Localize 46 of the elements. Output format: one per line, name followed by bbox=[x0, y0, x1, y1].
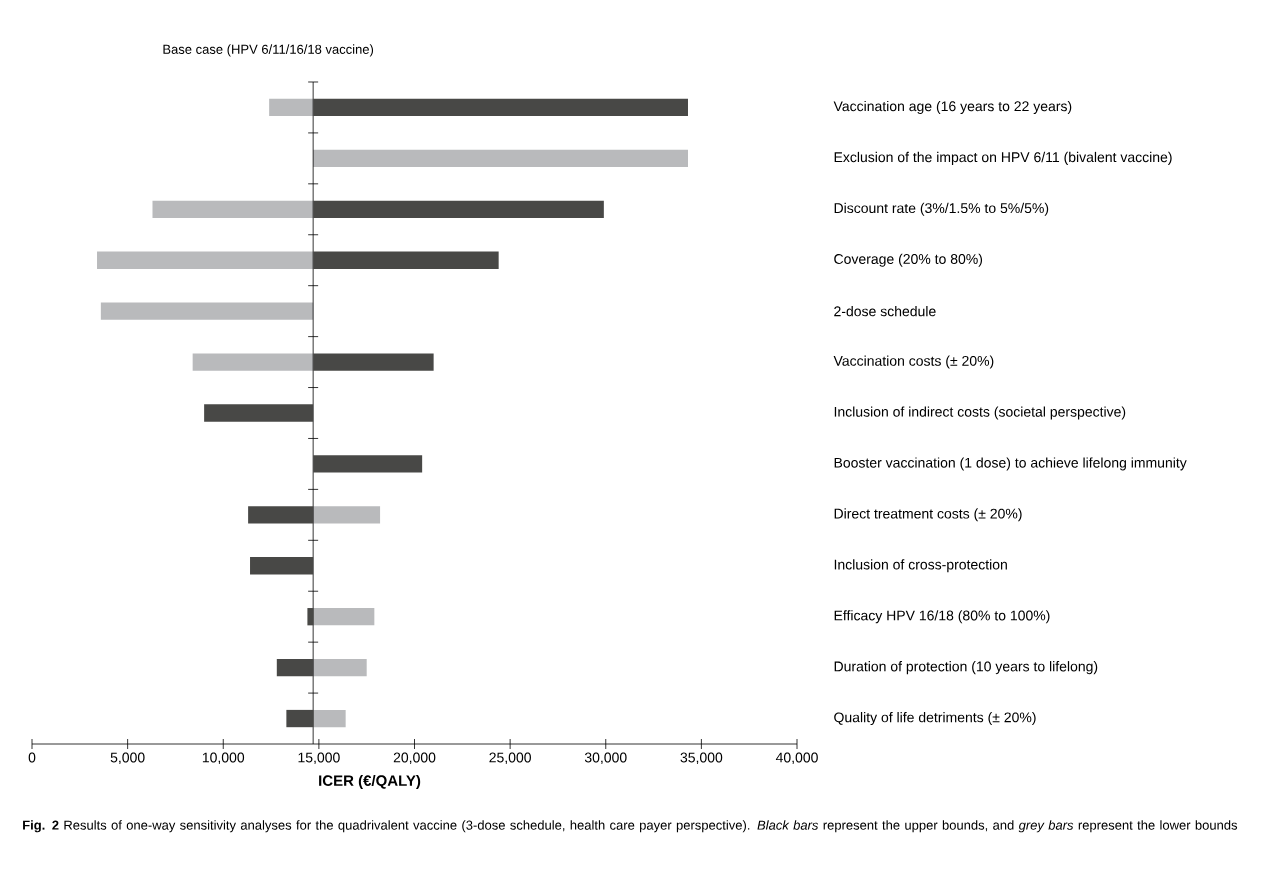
bar bbox=[192, 353, 314, 371]
ref-line-label: Base case (HPV 6/11/16/18 vaccine) bbox=[163, 44, 374, 57]
bar bbox=[250, 557, 314, 575]
x-tick-label: 15,000 bbox=[298, 752, 340, 765]
y-tick-label: Efficacy HPV 16/18 (80% to 100%) bbox=[834, 610, 1050, 624]
bar bbox=[307, 608, 314, 626]
x-tick-label: 40,000 bbox=[775, 752, 818, 765]
bar bbox=[248, 506, 314, 524]
bar bbox=[286, 709, 314, 728]
y-tick-label: Vaccination age (16 years to 22 years) bbox=[833, 100, 1072, 114]
y-tick-label: Exclusion of the impact on HPV 6/11 (bivalent vaccine) bbox=[834, 151, 1172, 165]
bar bbox=[204, 404, 314, 422]
y-tick-label: Direct treatment costs (± 20%) bbox=[834, 508, 1022, 522]
bar bbox=[313, 658, 367, 677]
x-tick-label: 25,000 bbox=[489, 752, 531, 765]
text: Fig. 2 Results of one-way sensitivity analyses for the quadrivalent vaccine (3-dose schedule, health care payer perspective). Black bars represent the upper bounds, and grey bars represent the lower bounds bbox=[23, 820, 1238, 833]
y-tick-label: Quality of life detriments (± 20%) bbox=[834, 712, 1036, 726]
x-tick-label: 35,000 bbox=[680, 752, 723, 765]
bar bbox=[313, 98, 688, 117]
bar bbox=[313, 353, 434, 371]
y-tick-label: Discount rate (3%/1.5% to 5%/5%) bbox=[834, 202, 1049, 216]
bar bbox=[313, 251, 499, 269]
y-tick-label: Inclusion of cross-protection bbox=[834, 559, 1007, 573]
y-tick-label: Booster vaccination (1 dose) to achieve lifelong immunity bbox=[834, 457, 1187, 471]
bar bbox=[269, 98, 314, 117]
x-tick-label: 0 bbox=[28, 752, 36, 763]
x-tick-label: 10,000 bbox=[202, 752, 245, 765]
bar bbox=[313, 149, 688, 168]
bar bbox=[313, 709, 346, 728]
bar bbox=[276, 658, 314, 677]
x-axis-title: ICER (€/QALY) bbox=[319, 774, 421, 789]
bar bbox=[313, 200, 604, 218]
y-tick-label: 2-dose schedule bbox=[834, 306, 936, 317]
y-tick-label: Inclusion of indirect costs (societal perspective) bbox=[834, 406, 1126, 420]
bar bbox=[100, 302, 314, 320]
y-tick-label: Duration of protection (10 years to lifelong) bbox=[834, 661, 1098, 675]
bar bbox=[152, 200, 314, 218]
x-tick-label: 5,000 bbox=[110, 752, 145, 765]
bar bbox=[313, 506, 381, 524]
y-tick-label: Vaccination costs (± 20%) bbox=[833, 355, 994, 369]
x-tick-label: 20,000 bbox=[393, 752, 436, 765]
x-tick-label: 30,000 bbox=[584, 752, 627, 765]
bar bbox=[313, 608, 375, 626]
y-tick-label: Coverage (20% to 80%) bbox=[834, 253, 983, 267]
bar bbox=[97, 251, 314, 269]
bar bbox=[313, 455, 423, 473]
